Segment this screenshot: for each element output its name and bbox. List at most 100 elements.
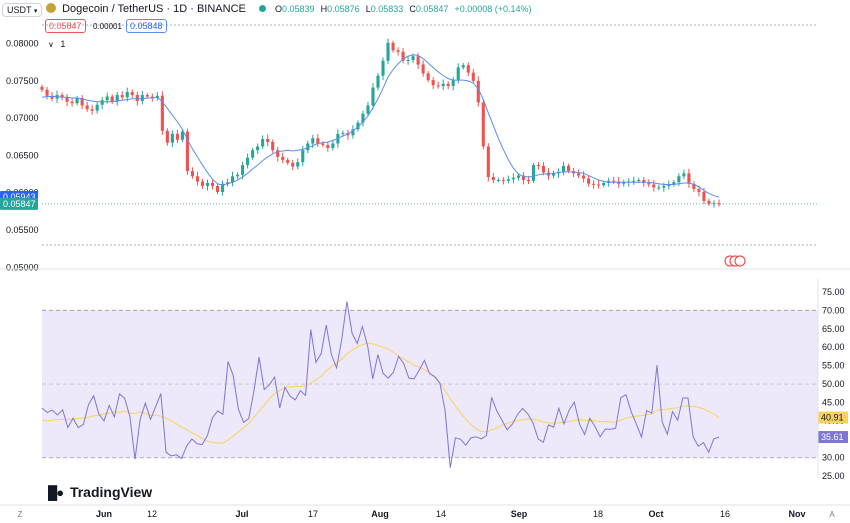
price-pane[interactable]: 0.080000.075000.070000.065000.060000.055… [0, 24, 850, 272]
candle-body [592, 183, 596, 185]
candle-body [130, 92, 134, 96]
candle-body [391, 42, 395, 51]
sell-price: 0.05847 [49, 21, 82, 31]
candle-body [471, 72, 475, 81]
buy-price: 0.05848 [130, 21, 163, 31]
candle-body [60, 95, 64, 98]
candle-body [456, 67, 460, 81]
time-tick-label: Aug [371, 509, 389, 519]
time-tick-label: 14 [436, 509, 446, 519]
candle-body [697, 188, 701, 192]
candle-body [70, 101, 74, 104]
price-tick-label: 0.06500 [6, 150, 39, 160]
buy-price-button[interactable]: 0.05848 [126, 19, 167, 33]
candle-body [45, 89, 49, 96]
candle-body [662, 185, 666, 188]
tradingview-logo-icon: █● [48, 485, 64, 500]
indicators-toggle[interactable]: ∨ 1 [48, 39, 65, 49]
candle-body [371, 87, 375, 106]
rsi-pane[interactable]: 75.0070.0065.0060.0055.0050.0045.0040.00… [41, 279, 848, 481]
candle-body [702, 191, 706, 201]
candle-body [40, 86, 44, 90]
ohlc-change: +0.00008 (+0.14%) [454, 4, 532, 14]
rsi-tick-label: 60.00 [822, 342, 845, 352]
chevron-down-icon: ∨ [48, 40, 54, 49]
candle-body [602, 183, 606, 186]
chevron-down-icon: ▾ [33, 8, 38, 15]
candle-body [416, 56, 420, 65]
candle-body [50, 95, 54, 99]
candle-body [326, 144, 330, 148]
price-tick-label: 0.07000 [6, 113, 39, 123]
candle-body [687, 173, 691, 184]
candle-body [411, 56, 415, 60]
candle-body [341, 133, 345, 135]
auto-scale-icon[interactable]: A [829, 510, 835, 519]
candle-body [551, 173, 556, 176]
candle-body [271, 142, 275, 151]
time-tick-label: Sep [511, 509, 528, 519]
event-marker-icon[interactable] [734, 255, 746, 267]
rsi-tick-label: 55.00 [822, 361, 845, 371]
moving-average-line [41, 54, 720, 198]
last-price-label: 0.05847 [3, 199, 36, 209]
currency-selector[interactable]: USDT ▾ [2, 3, 43, 17]
candle-body [125, 92, 129, 98]
candle-body [536, 165, 541, 167]
rsi-tick-label: 45.00 [822, 397, 845, 407]
rsi-tick-label: 25.00 [822, 471, 845, 481]
candle-body [366, 105, 370, 114]
candle-body [672, 182, 676, 185]
candle-body [652, 184, 656, 188]
candle-body [541, 165, 546, 173]
candle-body [376, 75, 380, 88]
candle-body [511, 177, 515, 180]
candle-body [516, 175, 520, 178]
candle-body [707, 200, 711, 204]
candle-body [135, 95, 139, 101]
tradingview-logo[interactable]: █● TradingView [48, 484, 152, 500]
candle-body [396, 50, 400, 52]
candle-body [717, 203, 721, 205]
candle-body [426, 73, 430, 81]
candle-body [386, 42, 390, 61]
candle-body [587, 178, 591, 184]
rsi-ma-line [41, 342, 720, 444]
price-tick-label: 0.08000 [6, 39, 39, 49]
candle-body [406, 59, 410, 61]
rsi-tick-label: 70.00 [822, 305, 845, 315]
symbol-title: Dogecoin / TetherUS · 1D · BINANCE [62, 3, 246, 15]
candle-body [170, 133, 174, 143]
ohlc-high: 0.05876 [327, 4, 360, 14]
candle-body [582, 175, 586, 179]
candle-body [316, 138, 320, 144]
tradingview-logo-text: TradingView [69, 484, 153, 500]
candle-body [185, 131, 189, 172]
indicator-count: 1 [60, 39, 66, 49]
market-status-icon [258, 5, 266, 12]
candle-body [160, 95, 164, 131]
candle-body [506, 179, 510, 181]
ohlc-open: 0.05839 [282, 4, 315, 14]
zoom-icon[interactable]: Z [18, 510, 23, 519]
candle-body [597, 184, 601, 186]
candle-body [491, 177, 495, 181]
time-axis[interactable]: Jun 12 Jul 17 Aug 14 Sep 18 Oct 16 Nov Z A [0, 504, 850, 519]
candle-body [215, 185, 220, 192]
candle-body [466, 65, 470, 73]
candle-body [351, 129, 355, 136]
candle-body [256, 146, 260, 151]
candle-body [692, 183, 696, 189]
sell-price-button[interactable]: 0.05847 [45, 19, 86, 33]
time-tick-label: 12 [147, 509, 157, 519]
price-tick-label: 0.07500 [6, 76, 39, 86]
candle-body [531, 165, 536, 181]
candle-body [150, 96, 154, 99]
candle-body [225, 182, 230, 184]
candle-body [306, 143, 310, 151]
time-tick-label: 18 [593, 509, 603, 519]
candle-body [647, 183, 651, 185]
candle-body [115, 95, 119, 102]
candle-body [451, 80, 455, 87]
